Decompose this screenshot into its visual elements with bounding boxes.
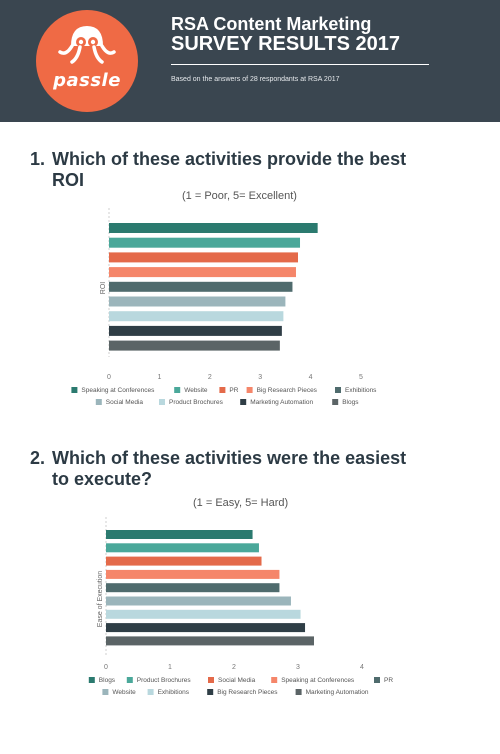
legend-swatch bbox=[95, 399, 102, 405]
legend-swatch bbox=[102, 689, 109, 695]
legend-swatch bbox=[335, 387, 341, 393]
legend-swatch bbox=[295, 689, 302, 695]
question-1-scale-note: (1 = Poor, 5= Excellent) bbox=[182, 190, 297, 202]
legend-label: Marketing Automation bbox=[250, 399, 313, 406]
bar-speaking-at-conferences bbox=[109, 223, 318, 233]
bar-social-media bbox=[106, 556, 262, 566]
bar-social-media bbox=[109, 296, 286, 307]
legend-label: Exhibitions bbox=[345, 387, 377, 394]
x-tick-label: 1 bbox=[157, 374, 161, 381]
legend-label: PR bbox=[229, 387, 238, 394]
header-title-line2: SURVEY RESULTS 2017 bbox=[171, 33, 400, 55]
question-1-number: 1. bbox=[30, 149, 46, 169]
bar-pr bbox=[106, 583, 280, 593]
bar-blogs bbox=[109, 340, 280, 351]
bar-big-research-pieces bbox=[109, 267, 296, 278]
question-2-text: Which of these activities were the easie… bbox=[52, 448, 407, 489]
roi-chart: ROI 0 1 2 3 4 5 Speaking at Conferences Website P… bbox=[71, 208, 377, 406]
bar-product-brochures bbox=[109, 311, 284, 322]
question-2-number: 2. bbox=[30, 448, 46, 468]
legend-label: Social Media bbox=[218, 677, 256, 684]
x-tick-label: 3 bbox=[296, 664, 300, 671]
y-axis-label: ROI bbox=[100, 282, 107, 295]
header-divider bbox=[171, 64, 429, 65]
bar-product-brochures bbox=[106, 543, 259, 553]
bar-pr bbox=[109, 252, 298, 263]
bar-marketing-automation bbox=[109, 325, 282, 336]
header-subtitle: Based on the answers of 28 respondants a… bbox=[171, 76, 340, 83]
x-tick-label: 4 bbox=[360, 664, 364, 671]
bar-exhibitions bbox=[109, 281, 293, 292]
x-tick-label: 1 bbox=[168, 664, 172, 671]
bar-big-research-pieces bbox=[106, 623, 306, 633]
x-tick-label: 2 bbox=[208, 374, 212, 381]
passle-logo: passle bbox=[36, 10, 138, 112]
legend-label: Product Brochures bbox=[137, 677, 192, 684]
legend-label: Social Media bbox=[106, 399, 144, 406]
legend-swatch bbox=[208, 677, 214, 683]
legend-label: Speaking at Conferences bbox=[281, 677, 355, 684]
legend-swatch bbox=[219, 387, 226, 393]
legend-label: Exhibitions bbox=[158, 689, 190, 696]
legend-swatch bbox=[207, 689, 214, 695]
legend-label: Marketing Automation bbox=[306, 689, 369, 696]
legend-swatch bbox=[147, 689, 154, 695]
legend-swatch bbox=[126, 677, 133, 683]
legend-swatch bbox=[271, 677, 278, 683]
header-banner: passle RSA Content Marketing SURVEY RESU… bbox=[0, 0, 500, 122]
bar-blogs bbox=[106, 530, 253, 539]
x-tick-label: 3 bbox=[258, 374, 262, 381]
legend-swatch bbox=[374, 677, 380, 683]
legend-label: Website bbox=[112, 689, 136, 696]
octopus-mascot-icon bbox=[58, 26, 116, 64]
bar-website bbox=[106, 596, 291, 606]
x-tick-label: 2 bbox=[232, 664, 236, 671]
legend-label: Product Brochures bbox=[169, 399, 224, 406]
ease-of-execution-chart: Ease of Execution 0 1 2 3 4 Blogs Product Broch… bbox=[88, 517, 393, 696]
x-tick-label: 0 bbox=[107, 374, 111, 381]
x-tick-label: 4 bbox=[309, 374, 313, 381]
legend-swatch bbox=[332, 399, 339, 405]
legend-swatch bbox=[159, 399, 165, 405]
bar-website bbox=[109, 237, 301, 248]
legend-label: Big Research Pieces bbox=[257, 387, 318, 394]
legend-label: Blogs bbox=[342, 399, 359, 406]
header-title-line1: RSA Content Marketing bbox=[171, 14, 372, 34]
question-1-text: Which of these activities provide the be… bbox=[52, 149, 407, 190]
y-axis-label: Ease of Execution bbox=[97, 571, 104, 628]
legend-swatch bbox=[88, 677, 95, 683]
x-tick-label: 0 bbox=[104, 664, 108, 671]
legend-swatch bbox=[246, 387, 253, 393]
legend-swatch bbox=[240, 399, 247, 405]
legend-swatch bbox=[71, 387, 78, 393]
legend-swatch bbox=[174, 387, 181, 393]
legend-label: PR bbox=[384, 677, 393, 684]
bar-exhibitions bbox=[106, 609, 301, 619]
bar-speaking-at-conferences bbox=[106, 569, 280, 579]
x-tick-label: 5 bbox=[359, 374, 363, 381]
legend-label: Blogs bbox=[99, 677, 116, 684]
legend-label: Website bbox=[184, 387, 208, 394]
logo-wordmark: passle bbox=[53, 70, 121, 91]
question-2-scale-note: (1 = Easy, 5= Hard) bbox=[193, 497, 289, 509]
bar-marketing-automation bbox=[106, 636, 314, 646]
legend-label: Big Research Pieces bbox=[217, 689, 278, 696]
legend-label: Speaking at Conferences bbox=[81, 387, 155, 394]
